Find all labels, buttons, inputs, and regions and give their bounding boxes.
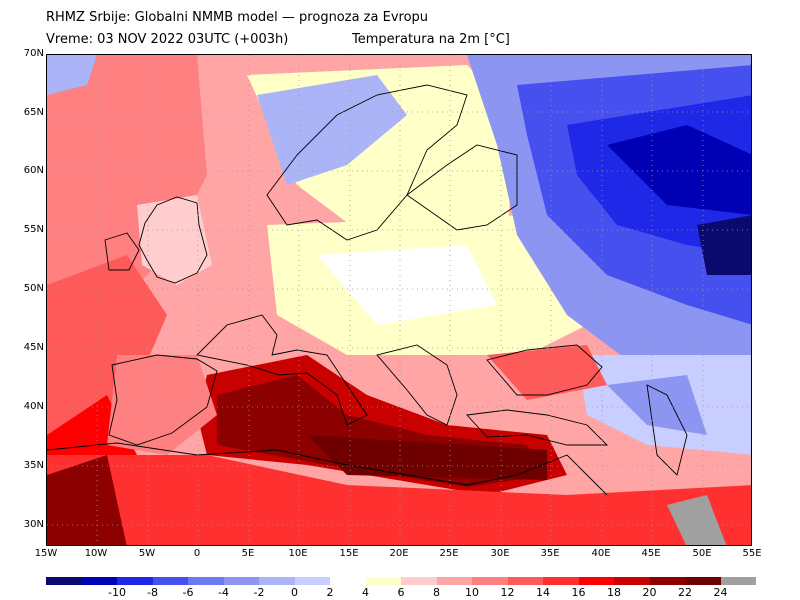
- british-isles-field: [137, 195, 212, 285]
- coast-anatolia: [466, 409, 609, 446]
- color-scale-label: 12: [500, 586, 515, 599]
- russia-deep-cold-field: [607, 125, 751, 215]
- lon-label: 55E: [742, 548, 762, 559]
- greenland-cold-field: [47, 55, 97, 95]
- central-europe-neutral-field: [317, 245, 497, 325]
- color-scale-label: 2: [326, 586, 334, 599]
- norway-cold-field: [257, 75, 407, 185]
- coast-ireland: [104, 232, 140, 271]
- color-scale-cell: [507, 577, 543, 585]
- color-scale-cell: [401, 577, 437, 585]
- color-scale-cell: [649, 577, 685, 585]
- coast-france-italy: [196, 314, 368, 426]
- lon-label: 0: [193, 548, 201, 559]
- black-sea-field: [487, 345, 607, 400]
- lon-label: 30E: [490, 548, 510, 559]
- color-scale-cell: [330, 577, 366, 585]
- color-scale-cell: [578, 577, 614, 585]
- temperature-map: [46, 54, 752, 546]
- lon-label: 15W: [34, 548, 58, 559]
- lon-label: 10E: [288, 548, 308, 559]
- lat-label: 50N: [23, 283, 44, 294]
- coast-baltic: [406, 144, 518, 231]
- lon-label: 45E: [641, 548, 661, 559]
- color-scale-label: 8: [433, 586, 440, 599]
- color-scale-cell: [152, 577, 188, 585]
- lon-label: 10W: [84, 548, 108, 559]
- coast-caspian: [646, 384, 688, 476]
- color-scale-cell: [294, 577, 330, 585]
- lat-label: 70N: [23, 48, 44, 59]
- coast-great-britain: [138, 196, 208, 284]
- color-scale-label: 18: [607, 586, 621, 599]
- color-scale-label: 10: [465, 586, 479, 599]
- coast-black-sea: [486, 344, 603, 396]
- color-scale-label: -2: [253, 586, 265, 599]
- color-scale-label: 24: [713, 586, 728, 599]
- lat-label: 35N: [23, 460, 44, 471]
- lon-label: 50E: [692, 548, 712, 559]
- lon-label: 15E: [339, 548, 359, 559]
- turkey-cool-field: [607, 375, 707, 435]
- color-scale-cell: [543, 577, 579, 585]
- map-title: RHMZ Srbije: Globalni NMMB model — progn…: [46, 10, 429, 25]
- lon-label: 40E: [591, 548, 611, 559]
- lat-label: 45N: [23, 342, 44, 353]
- lon-label: 20E: [389, 548, 409, 559]
- russia-extreme-cold-field: [697, 215, 751, 275]
- morocco-hot-field: [47, 455, 127, 545]
- iberia-field: [107, 355, 217, 455]
- variable-name: Temperatura na 2m [°C]: [352, 32, 510, 47]
- color-scale-cell: [188, 577, 224, 585]
- lat-label: 55N: [23, 224, 44, 235]
- north-africa-field: [47, 455, 751, 545]
- color-scale-label: -10: [108, 586, 126, 599]
- lon-label: 35E: [540, 548, 560, 559]
- map-canvas: [47, 55, 751, 545]
- color-scale-label: -8: [147, 586, 158, 599]
- color-scale-cell: [436, 577, 472, 585]
- coast-scandinavia: [266, 84, 468, 241]
- color-scale-cell: [117, 577, 153, 585]
- lon-label: 5W: [138, 548, 156, 559]
- graticule: [47, 55, 751, 545]
- coastlines: [47, 84, 688, 496]
- color-scale-cell: [223, 577, 259, 585]
- coast-north-africa: [47, 442, 608, 496]
- color-scale-label: 16: [571, 586, 586, 599]
- color-scale-label: 0: [291, 586, 298, 599]
- lon-label: 25E: [439, 548, 459, 559]
- color-scale-cell: [365, 577, 401, 585]
- lat-label: 40N: [23, 401, 44, 412]
- lat-label: 65N: [23, 107, 44, 118]
- coast-iberia: [108, 354, 218, 446]
- color-scale-label: 20: [642, 586, 657, 599]
- color-scale-label: -4: [218, 586, 229, 599]
- color-scale-cell: [472, 577, 508, 585]
- lat-label: 60N: [23, 165, 44, 176]
- lat-label: 30N: [23, 519, 44, 530]
- color-scale-cell: [81, 577, 117, 585]
- color-scale-label: -6: [182, 586, 194, 599]
- color-scale-label: 22: [678, 586, 692, 599]
- color-scale: [46, 577, 756, 585]
- color-scale-cell: [46, 577, 82, 585]
- color-scale-cell: [720, 577, 756, 585]
- color-scale-cell: [685, 577, 721, 585]
- color-scale-cell: [259, 577, 295, 585]
- color-scale-label: 14: [536, 586, 550, 599]
- forecast-time: Vreme: 03 NOV 2022 03UTC (+003h): [46, 32, 289, 47]
- color-scale-label: 6: [397, 586, 405, 599]
- color-scale-cell: [614, 577, 650, 585]
- lon-label: 5E: [241, 548, 255, 559]
- no-data-region: [667, 495, 727, 545]
- color-scale-label: 4: [362, 586, 369, 599]
